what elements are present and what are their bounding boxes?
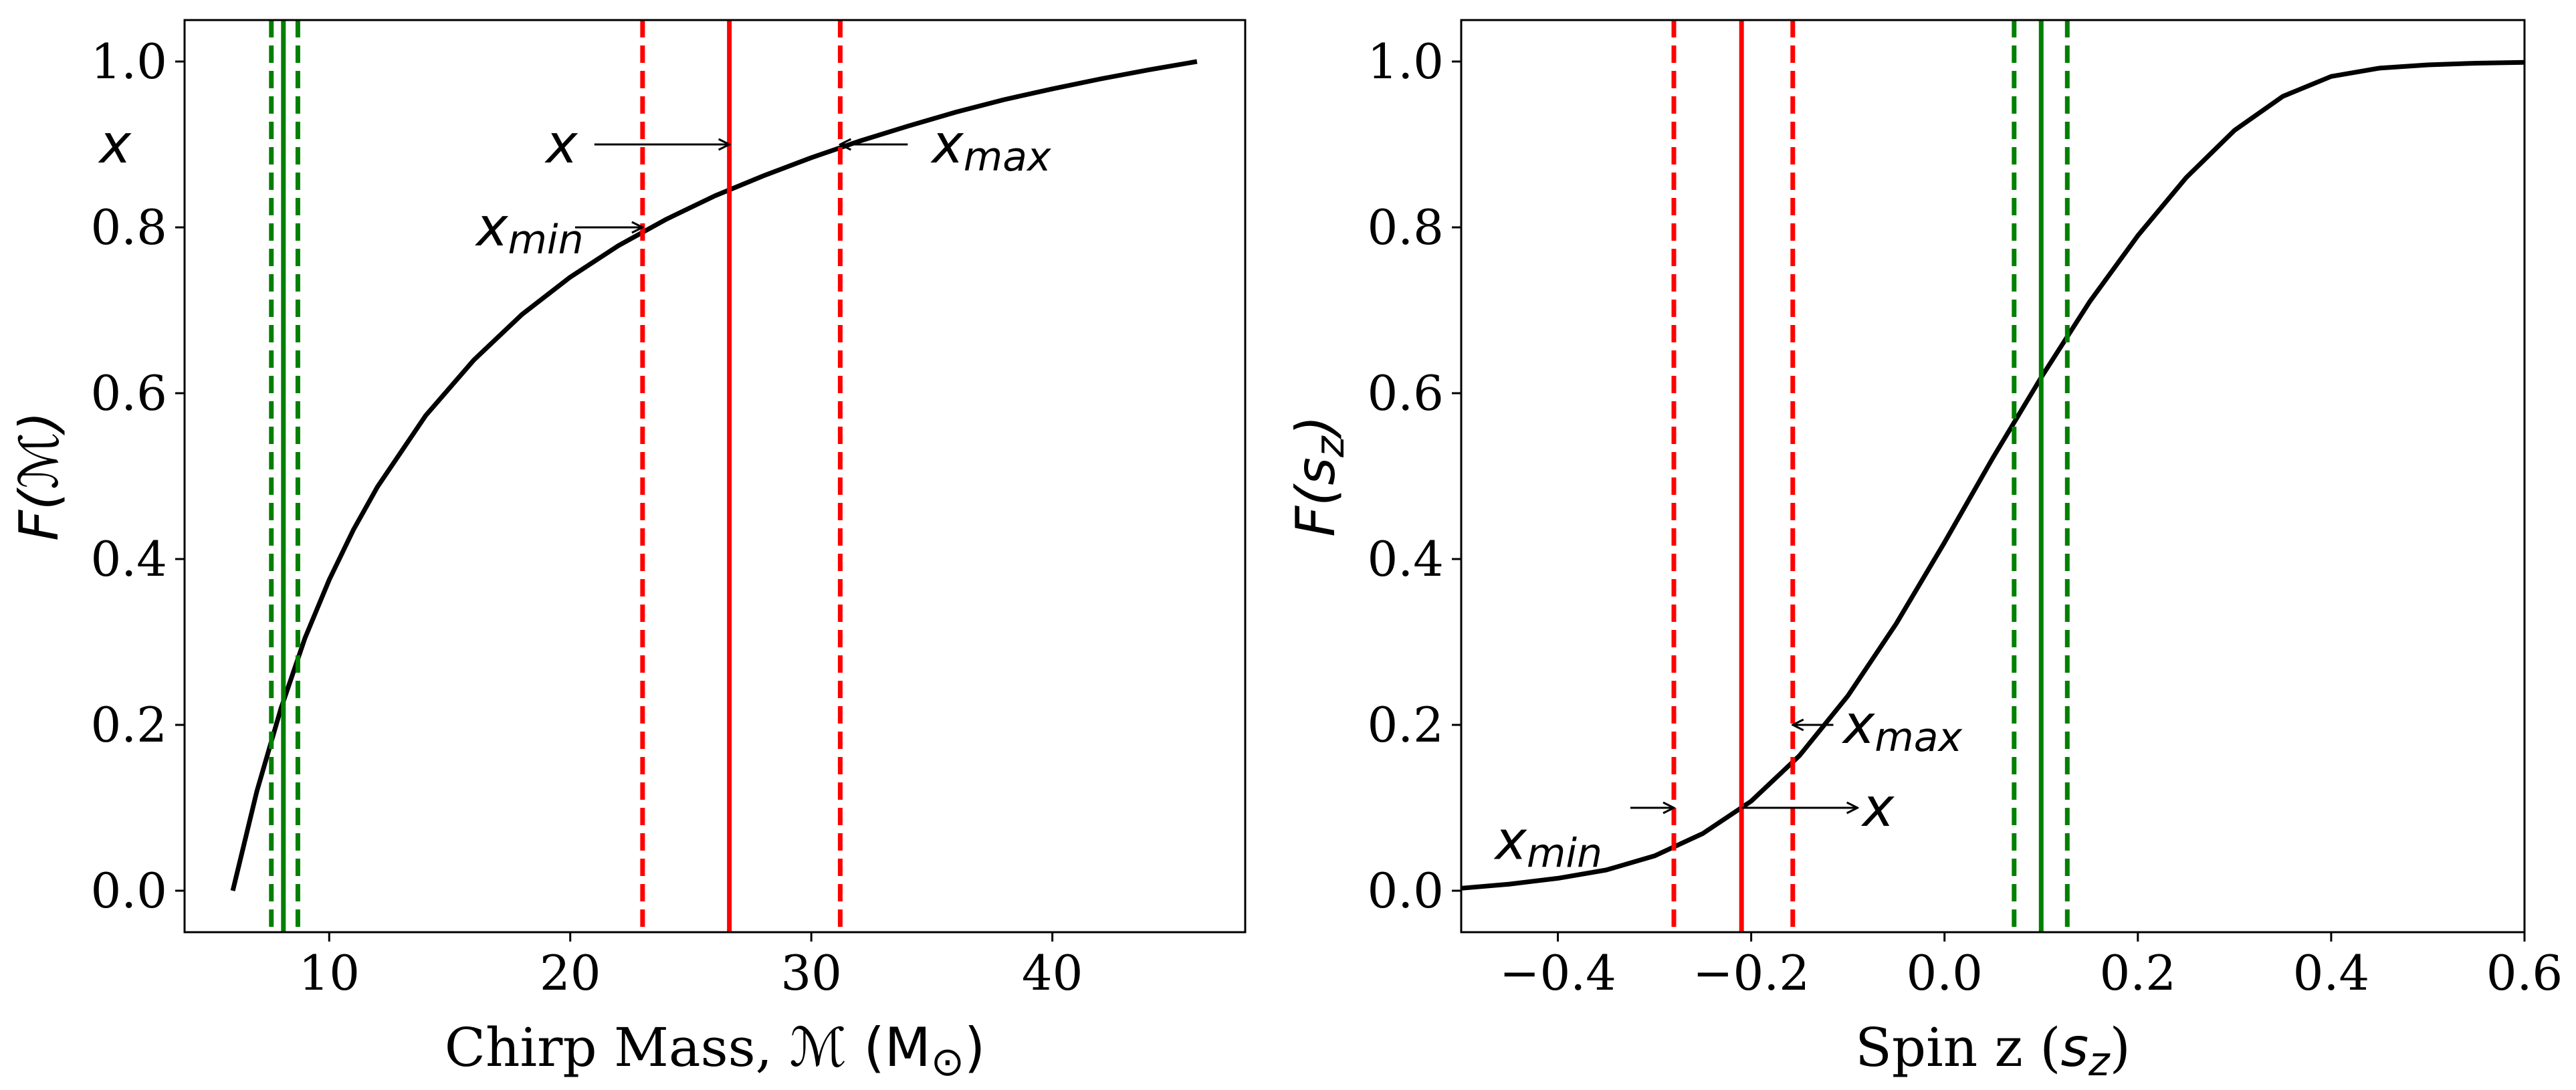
x-tick-label: −0.2 bbox=[1693, 945, 1810, 1001]
x-tick-label: 0.2 bbox=[2100, 945, 2177, 1001]
xmin-annotation-label: xmin bbox=[474, 196, 584, 263]
xmax-annotation-label: xmax bbox=[1841, 693, 1963, 761]
y-tick-label: 0.4 bbox=[1367, 531, 1444, 587]
y-tick-label: 0.6 bbox=[1367, 365, 1444, 421]
xmax-annotation: xmax bbox=[840, 113, 1051, 181]
side-x-label: x bbox=[98, 113, 132, 175]
xmin-annotation: xmin bbox=[474, 196, 643, 263]
y-tick-label: 0.8 bbox=[90, 199, 167, 255]
right-chart: xmax x xmin −0.4 −0.2 0.0 0.2 0.4 0.6 0.0 0.2 0.4 0.… bbox=[1285, 19, 2563, 1085]
axes-frame bbox=[1460, 19, 2526, 934]
xmin-annotation-label: xmin bbox=[1493, 810, 1603, 877]
cdf-curve bbox=[230, 59, 1198, 891]
x-tick-label: 0.0 bbox=[1906, 945, 1983, 1001]
axes-frame bbox=[183, 19, 1247, 934]
x-axis-label: Spin z (sz) bbox=[1855, 1016, 2131, 1085]
cdf-curve bbox=[1461, 60, 2525, 891]
y-tick-label: 0.2 bbox=[1367, 697, 1444, 753]
y-axis-label: F(sz) bbox=[1285, 415, 1354, 537]
x-annotation: x bbox=[544, 113, 729, 175]
x-axis-label: Chirp Mass, ℳ (M⊙) bbox=[445, 1016, 986, 1085]
xmax-annotation: xmax bbox=[1793, 693, 1963, 761]
y-tick-label: 1.0 bbox=[1367, 33, 1444, 90]
x-tick-label: 10 bbox=[298, 945, 360, 1001]
y-tick-label: 0.0 bbox=[90, 863, 167, 919]
x-tick-label: 40 bbox=[1022, 945, 1083, 1001]
x-tick-label: 20 bbox=[540, 945, 601, 1001]
x-tick-label: 0.6 bbox=[2486, 945, 2563, 1001]
x-tick-label: −0.4 bbox=[1499, 945, 1616, 1001]
left-chart: x xmax xmin x 10 20 30 40 0.0 0.2 0.4 0.6 0.8 1.0 Chir… bbox=[8, 19, 1247, 1085]
y-tick-label: 0.8 bbox=[1367, 199, 1444, 255]
y-tick-label: 1.0 bbox=[90, 33, 167, 90]
y-tick-label: 0.0 bbox=[1367, 863, 1444, 919]
y-tick-label: 0.4 bbox=[90, 531, 167, 587]
xmin-annotation: xmin bbox=[1493, 808, 1674, 877]
y-tick-label: 0.6 bbox=[90, 365, 167, 421]
y-tick-label: 0.2 bbox=[90, 697, 167, 753]
y-axis-label: F(ℳ) bbox=[8, 411, 70, 541]
x-annotation: x bbox=[1741, 776, 1895, 839]
x-annotation-label: x bbox=[1860, 776, 1895, 839]
x-tick-label: 0.4 bbox=[2293, 945, 2370, 1001]
x-annotation-label: x bbox=[544, 113, 578, 175]
xmax-annotation-label: xmax bbox=[930, 113, 1051, 181]
x-tick-label: 30 bbox=[780, 945, 842, 1001]
